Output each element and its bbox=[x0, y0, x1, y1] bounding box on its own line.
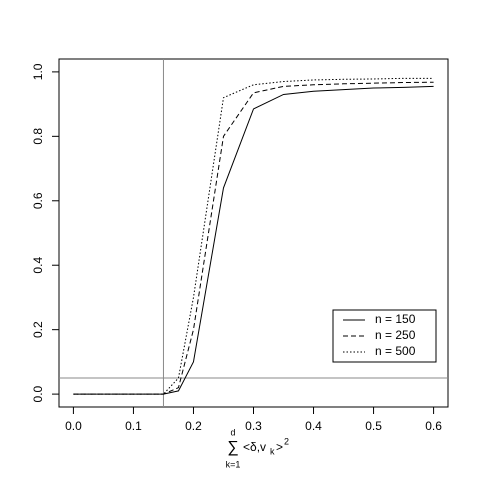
y-tick-label: 0.2 bbox=[31, 321, 45, 338]
x-label-upper: d bbox=[230, 427, 235, 437]
x-label-sub: k bbox=[270, 446, 275, 456]
x-label-body: <δ,v bbox=[243, 440, 266, 454]
x-label-sup: 2 bbox=[284, 436, 289, 446]
x-tick-label: 0.6 bbox=[425, 419, 442, 433]
y-tick-label: 0.0 bbox=[31, 385, 45, 402]
x-tick-label: 0.5 bbox=[365, 419, 382, 433]
x-label-sum: ∑ bbox=[227, 439, 238, 456]
y-tick-label: 0.4 bbox=[31, 257, 45, 274]
legend-label: n = 500 bbox=[375, 344, 416, 358]
y-tick-label: 0.8 bbox=[31, 128, 45, 145]
y-tick-label: 0.6 bbox=[31, 192, 45, 209]
legend-label: n = 150 bbox=[375, 312, 416, 326]
x-tick-label: 0.3 bbox=[245, 419, 262, 433]
y-tick-label: 1.0 bbox=[31, 63, 45, 80]
legend-label: n = 250 bbox=[375, 328, 416, 342]
x-label-close: > bbox=[276, 440, 283, 454]
x-tick-label: 0.4 bbox=[305, 419, 322, 433]
legend-box bbox=[332, 309, 437, 363]
x-tick-label: 0.1 bbox=[125, 419, 142, 433]
x-tick-label: 0.0 bbox=[65, 419, 82, 433]
series-line bbox=[73, 81, 434, 395]
x-tick-label: 0.2 bbox=[185, 419, 202, 433]
series-line bbox=[73, 77, 434, 395]
x-label-lower: k=1 bbox=[226, 459, 241, 469]
